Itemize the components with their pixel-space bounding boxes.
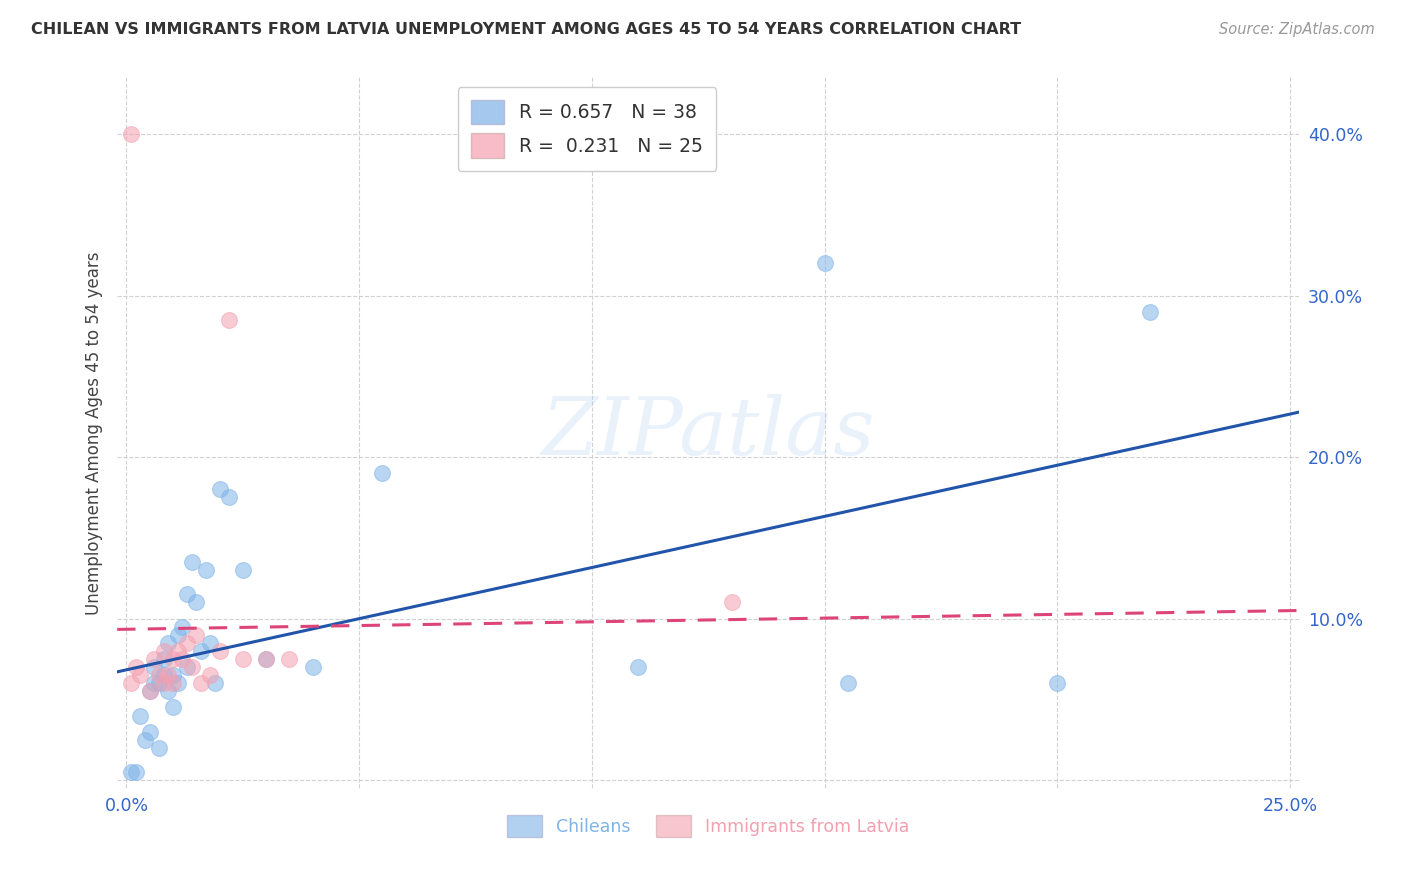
Point [162, 668, 184, 682]
Point [232, 563, 254, 577]
Point [180, 555, 202, 569]
Point [176, 636, 198, 650]
Point [166, 676, 188, 690]
Point [278, 652, 301, 666]
Legend: R = 0.657   N = 38, R =  0.231   N = 25: R = 0.657 N = 38, R = 0.231 N = 25 [457, 87, 717, 170]
Text: CHILEAN VS IMMIGRANTS FROM LATVIA UNEMPLOYMENT AMONG AGES 45 TO 54 YEARS CORRELA: CHILEAN VS IMMIGRANTS FROM LATVIA UNEMPL… [31, 22, 1021, 37]
Point [254, 652, 277, 666]
Point [837, 676, 859, 690]
Point [157, 636, 180, 650]
Text: ZIPatlas: ZIPatlas [541, 394, 875, 472]
Point [176, 660, 198, 674]
Point [208, 644, 231, 658]
Point [180, 660, 202, 674]
Point [176, 587, 198, 601]
Text: Source: ZipAtlas.com: Source: ZipAtlas.com [1219, 22, 1375, 37]
Point [627, 660, 650, 674]
Point [301, 660, 323, 674]
Point [172, 652, 194, 666]
Point [194, 563, 217, 577]
Point [166, 628, 188, 642]
Point [200, 668, 222, 682]
Point [200, 636, 222, 650]
Point [1139, 304, 1161, 318]
Point [157, 668, 180, 682]
Point [148, 676, 170, 690]
Point [143, 676, 166, 690]
Point [254, 652, 277, 666]
Point [120, 676, 142, 690]
Point [152, 652, 174, 666]
Point [371, 467, 394, 481]
Point [162, 652, 184, 666]
Point [125, 660, 148, 674]
Point [190, 644, 212, 658]
Point [232, 652, 254, 666]
Point [152, 676, 174, 690]
Point [186, 595, 208, 609]
Point [139, 724, 162, 739]
Point [148, 668, 170, 682]
Point [218, 312, 240, 326]
Point [1046, 676, 1069, 690]
Point [120, 127, 142, 141]
Point [814, 256, 837, 270]
Point [166, 644, 188, 658]
Point [162, 676, 184, 690]
Point [129, 668, 152, 682]
Point [125, 765, 148, 780]
Point [172, 620, 194, 634]
Point [720, 595, 742, 609]
Point [208, 483, 231, 497]
Point [162, 700, 184, 714]
Point [204, 676, 226, 690]
Point [143, 660, 166, 674]
Point [152, 668, 174, 682]
Point [148, 740, 170, 755]
Point [139, 684, 162, 698]
Y-axis label: Unemployment Among Ages 45 to 54 years: Unemployment Among Ages 45 to 54 years [86, 251, 103, 615]
Point [152, 644, 174, 658]
Point [157, 684, 180, 698]
Point [218, 491, 240, 505]
Point [190, 676, 212, 690]
Point [129, 708, 152, 723]
Point [120, 765, 142, 780]
Point [139, 684, 162, 698]
Point [134, 732, 156, 747]
Point [186, 628, 208, 642]
Point [143, 652, 166, 666]
